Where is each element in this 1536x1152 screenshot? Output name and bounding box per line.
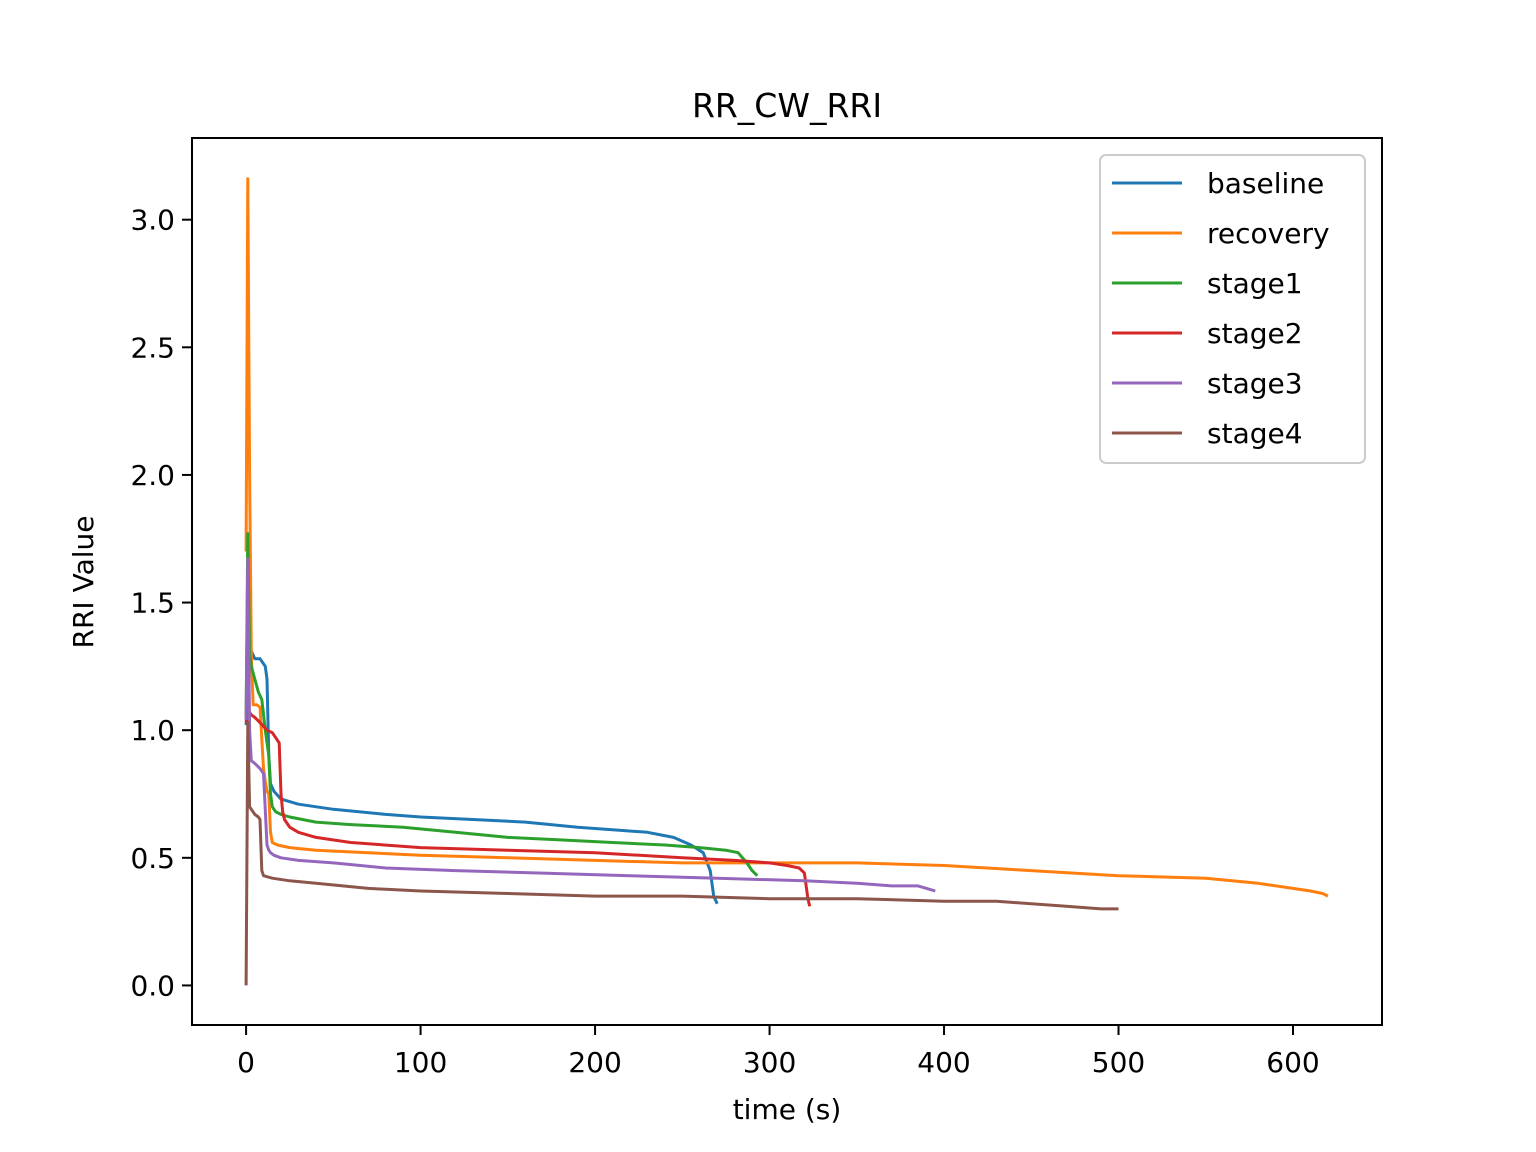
y-tick-label: 2.5 (130, 331, 175, 364)
x-tick-label: 400 (917, 1046, 970, 1079)
y-tick-label: 0.5 (130, 842, 175, 875)
x-tick-label: 0 (237, 1046, 255, 1079)
x-axis-label: time (s) (733, 1093, 842, 1126)
y-tick-label: 1.5 (130, 587, 175, 620)
x-tick-label: 600 (1266, 1046, 1319, 1079)
y-axis-label: RRI Value (67, 516, 100, 649)
x-tick-label: 100 (394, 1046, 447, 1079)
series-line-stage2 (244, 710, 812, 907)
y-axis: 0.0 0.5 1.0 1.5 2.0 2.5 3.0 (130, 204, 192, 1002)
series-layer (244, 177, 1329, 986)
legend-label-recovery: recovery (1207, 217, 1330, 250)
series-line-recovery (244, 177, 1329, 898)
series-line-baseline (244, 649, 719, 905)
plot-frame (191, 137, 1383, 1026)
legend-label-stage2: stage2 (1207, 317, 1303, 350)
x-tick-label: 200 (568, 1046, 621, 1079)
x-tick-label: 300 (743, 1046, 796, 1079)
y-tick-label: 3.0 (130, 204, 175, 237)
y-tick-label: 1.0 (130, 714, 175, 747)
legend-label-baseline: baseline (1207, 167, 1324, 200)
legend-label-stage4: stage4 (1207, 417, 1303, 450)
y-tick-label: 0.0 (130, 969, 175, 1002)
legend-label-stage3: stage3 (1207, 367, 1303, 400)
x-axis: 0 100 200 300 400 500 600 (237, 1025, 1320, 1079)
x-tick-label: 500 (1092, 1046, 1145, 1079)
y-tick-label: 2.0 (130, 459, 175, 492)
legend: baseline recovery stage1 stage2 stage3 stage4 (1099, 154, 1366, 464)
series-line-stage1 (244, 532, 759, 877)
legend-label-stage1: stage1 (1207, 267, 1303, 300)
chart-title: RR_CW_RRI (692, 86, 882, 125)
series-line-stage4 (244, 721, 1119, 986)
series-line-stage3 (244, 557, 936, 893)
